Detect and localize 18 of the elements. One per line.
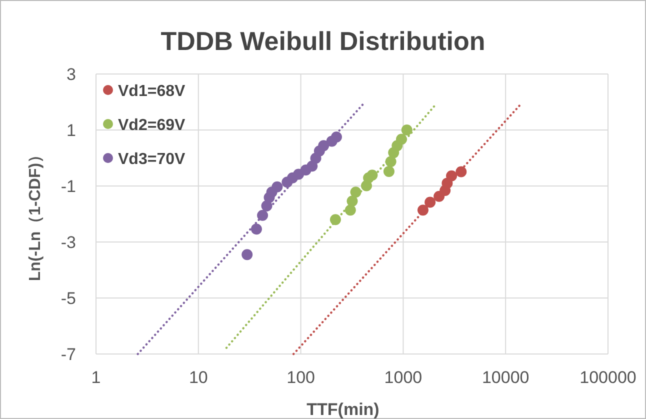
x-tick-label: 1 (91, 368, 101, 387)
x-tick-label: 100000 (580, 368, 636, 387)
y-tick-label: 3 (66, 65, 76, 84)
y-tick-label: -1 (60, 177, 76, 196)
y-tick-label: -5 (60, 289, 76, 308)
legend-label: Vd2=69V (118, 117, 186, 134)
legend-label: Vd1=68V (118, 83, 186, 100)
y-tick-label: -3 (60, 233, 76, 252)
y-tick-label: -7 (60, 345, 76, 364)
y-axis-title: Ln(-Ln（1-CDF)） (27, 146, 44, 282)
chart-title: TDDB Weibull Distribution (160, 26, 486, 56)
x-tick-label: 1000 (384, 368, 422, 387)
legend-label: Vd3=70V (118, 151, 186, 168)
x-tick-label: 10000 (482, 368, 530, 387)
y-tick-label: 1 (66, 121, 76, 140)
x-axis-title: TTF(min) (306, 400, 380, 419)
x-tick-label: 100 (286, 368, 315, 387)
x-tick-label: 10 (188, 368, 208, 387)
